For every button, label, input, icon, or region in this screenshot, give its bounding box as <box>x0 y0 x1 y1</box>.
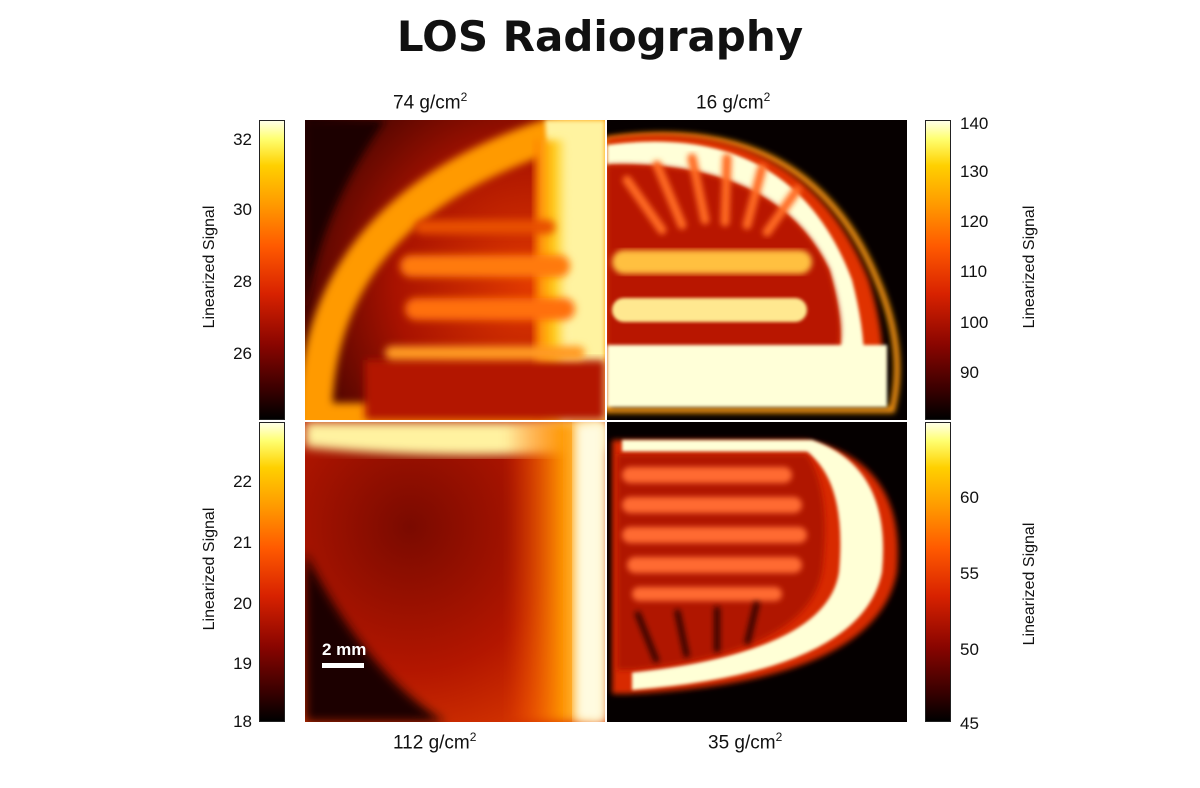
colorbar-tick: 26 <box>233 344 252 363</box>
colorbar-label-top-left: Linearized Signal <box>201 205 218 329</box>
density-label-bottom-right: 35 g/cm2 <box>708 730 783 754</box>
colorbar-tick: 32 <box>233 130 252 149</box>
colorbar-tick: 21 <box>233 533 252 552</box>
density-label-top-right: 16 g/cm2 <box>696 90 771 114</box>
colorbar-tick: 22 <box>233 472 252 491</box>
colorbar-label-top-right: Linearized Signal <box>1021 205 1038 329</box>
colorbar-tick: 45 <box>960 714 979 733</box>
scale-bar-label: 2 mm <box>322 640 367 659</box>
radiograph-panel-bottom-left <box>305 422 605 722</box>
scale-bar <box>322 663 364 668</box>
density-label-top-left: 74 g/cm2 <box>393 90 468 114</box>
radiograph-panel-top-right <box>607 120 907 420</box>
colorbar-tick: 110 <box>960 262 988 281</box>
colorbar-label-bottom-right: Linearized Signal <box>1021 522 1038 646</box>
figure-title: LOS Radiography <box>396 12 804 61</box>
colorbar-tick: 100 <box>960 313 989 332</box>
colorbar-tick: 18 <box>233 712 252 731</box>
colorbar-bottom-right <box>925 422 951 722</box>
colorbar-tick: 50 <box>960 640 979 659</box>
colorbar-tick: 55 <box>960 564 979 583</box>
radiograph-panel-top-left <box>305 120 605 420</box>
density-label-bottom-left: 112 g/cm2 <box>393 730 477 754</box>
colorbar-tick: 19 <box>233 654 252 673</box>
colorbar-tick: 120 <box>960 212 989 231</box>
colorbar-tick: 60 <box>960 488 979 507</box>
colorbar-tick: 20 <box>233 594 252 613</box>
colorbar-tick: 130 <box>960 162 989 181</box>
colorbar-tick: 30 <box>233 200 252 219</box>
colorbar-tick: 28 <box>233 272 252 291</box>
colorbar-top-left <box>259 120 285 420</box>
colorbar-bottom-left <box>259 422 285 722</box>
colorbar-tick: 90 <box>960 363 979 382</box>
colorbar-label-bottom-left: Linearized Signal <box>201 507 218 631</box>
colorbar-top-right <box>925 120 951 420</box>
radiograph-panel-bottom-right <box>607 422 907 722</box>
colorbar-tick: 140 <box>960 114 989 133</box>
